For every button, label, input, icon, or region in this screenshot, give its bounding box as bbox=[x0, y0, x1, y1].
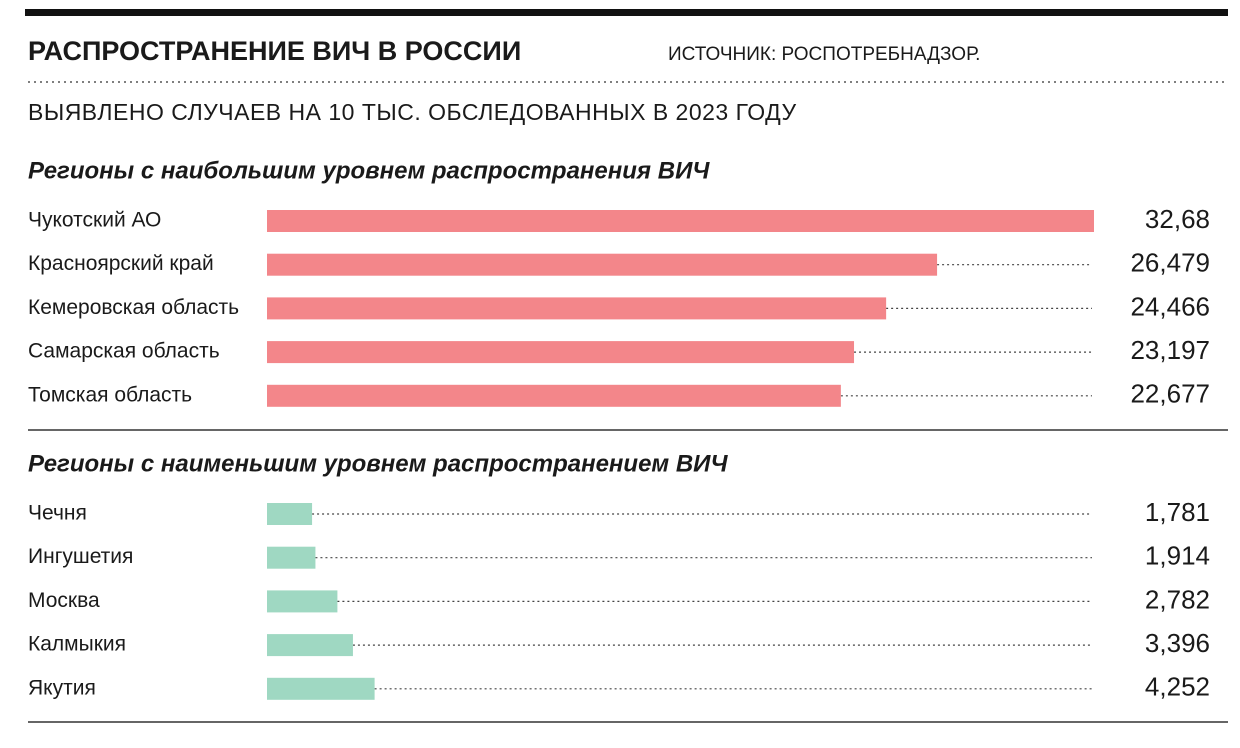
bar bbox=[267, 503, 313, 525]
category-label: Томская область bbox=[28, 383, 192, 406]
value-label: 24,466 bbox=[1130, 291, 1210, 321]
category-label: Якутия bbox=[28, 676, 96, 699]
category-label: Самарская область bbox=[28, 340, 220, 363]
value-label: 32,68 bbox=[1145, 204, 1210, 234]
bar bbox=[267, 590, 338, 613]
bar bbox=[267, 341, 855, 364]
category-label: Москва bbox=[28, 589, 100, 612]
bar bbox=[267, 210, 1094, 232]
value-label: 2,782 bbox=[1145, 584, 1210, 614]
section-title: Регионы с наименьшим уровнем распростран… bbox=[28, 450, 728, 477]
title: РАСПРОСТРАНЕНИЕ ВИЧ В РОССИИ bbox=[28, 36, 521, 66]
value-label: 23,197 bbox=[1130, 335, 1210, 365]
category-label: Чукотский АО bbox=[28, 209, 161, 232]
value-label: 1,781 bbox=[1145, 497, 1210, 527]
bar bbox=[267, 634, 353, 657]
top-rule bbox=[25, 9, 1228, 16]
bar bbox=[267, 253, 938, 276]
category-label: Кемеровская область bbox=[28, 296, 239, 319]
bar bbox=[267, 297, 887, 320]
subtitle: ВЫЯВЛЕНО СЛУЧАЕВ НА 10 ТЫС. ОБСЛЕДОВАННЫ… bbox=[28, 99, 797, 125]
value-label: 22,677 bbox=[1130, 379, 1210, 409]
bar bbox=[267, 546, 316, 569]
value-label: 4,252 bbox=[1145, 672, 1210, 702]
category-label: Калмыкия bbox=[28, 633, 126, 656]
source: ИСТОЧНИК: РОСПОТРЕБНАДЗОР. bbox=[668, 44, 980, 65]
section-title: Регионы с наибольшим уровнем распростран… bbox=[28, 157, 710, 184]
value-label: 3,396 bbox=[1145, 628, 1210, 658]
bar bbox=[267, 384, 841, 407]
category-label: Ингушетия bbox=[28, 545, 133, 568]
value-label: 26,479 bbox=[1130, 248, 1210, 278]
bar bbox=[267, 677, 375, 700]
category-label: Красноярский край bbox=[28, 252, 214, 275]
category-label: Чечня bbox=[28, 502, 87, 525]
value-label: 1,914 bbox=[1145, 541, 1210, 571]
